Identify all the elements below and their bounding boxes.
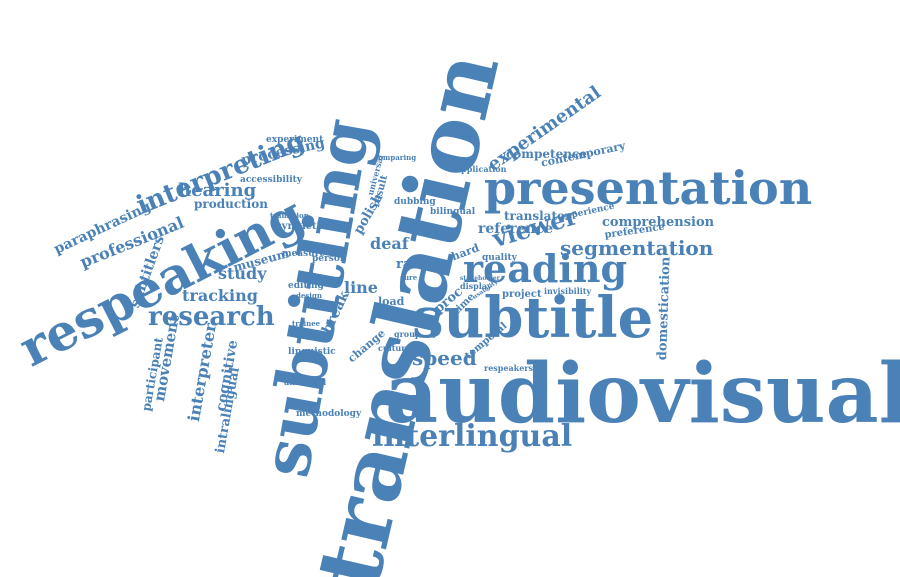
word-reading: reading — [463, 246, 628, 291]
word-methodology: methodology — [296, 409, 362, 419]
word-quality: quality — [482, 253, 517, 263]
word-line: line — [344, 278, 378, 297]
word-domestication: domestication — [655, 256, 674, 361]
word-measure: measure — [282, 249, 326, 259]
word-comparing: comparing — [374, 153, 417, 162]
word-comprehension: comprehension — [602, 215, 715, 230]
word-interlingual: interlingual — [372, 419, 573, 454]
word-sure: sure — [400, 273, 418, 282]
word-subtitle: subtitle — [412, 285, 654, 351]
word-respeakers: respeakers — [484, 363, 534, 373]
word-hearing: hearing — [178, 180, 257, 201]
word-accessibility: accessibility — [240, 175, 303, 185]
word-invisibility: invisibility — [544, 286, 592, 296]
word-dubbing: dubbing — [394, 197, 436, 207]
word-trainee: trainee — [292, 319, 321, 328]
word-group: group — [394, 329, 421, 339]
word-transition: transition — [270, 211, 309, 220]
word-rate: rate — [396, 257, 426, 272]
word-tracking: tracking — [182, 286, 258, 305]
word-production: production — [194, 197, 268, 211]
word-design: design — [296, 291, 322, 300]
word-load: load — [378, 295, 405, 308]
word-speed: speed — [412, 346, 477, 370]
word-bilingual: bilingual — [430, 207, 476, 217]
word-research: research — [148, 302, 275, 332]
word-syntactic: syntactic — [276, 221, 327, 232]
word-deaf: deaf — [370, 234, 409, 253]
word-display: display — [460, 281, 492, 291]
word-application: application — [456, 164, 507, 174]
word-audiovisual: audiovisual — [385, 346, 900, 442]
word-study: study — [218, 264, 267, 283]
word-project: project — [502, 289, 542, 300]
word-presentation: presentation — [484, 161, 813, 215]
word-stakeholder: stakeholder — [460, 275, 500, 282]
word-person: person — [312, 254, 347, 264]
word-experiment: experiment — [266, 135, 324, 145]
word-translator: translator — [504, 209, 572, 223]
word-reference: reference — [478, 221, 554, 237]
word-cultural: cultural — [378, 343, 414, 353]
word-linguistic: linguistic — [288, 347, 336, 357]
word-editing: editing — [288, 281, 324, 291]
word-animated: animated — [284, 377, 327, 387]
word-competence: competence — [506, 147, 587, 161]
word-segmentation: segmentation — [560, 236, 714, 260]
